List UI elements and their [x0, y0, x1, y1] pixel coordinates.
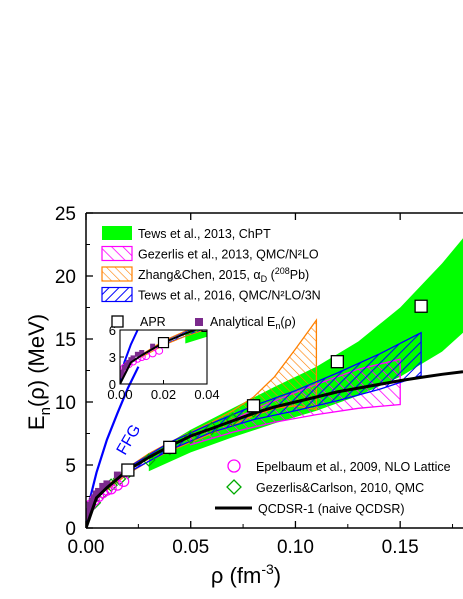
- inset-band-2: [141, 330, 206, 358]
- legend-label: Tews et al., 2016, QMC/N²LO/3N: [138, 289, 321, 303]
- inset-x-tick-label: 0.00: [107, 387, 132, 402]
- inset-analytical-point: [124, 362, 130, 368]
- legend-swatch-orange: [101, 266, 133, 282]
- analytical-point: [86, 501, 94, 509]
- apr-point: [246, 399, 261, 413]
- inset-analytical-point: [134, 351, 140, 357]
- analytical-point: [86, 508, 92, 516]
- y-tick-label: 25: [55, 204, 76, 225]
- inset-analytical-point: [126, 359, 132, 365]
- inset-x-tick-label: 0.04: [194, 387, 219, 402]
- analytical-point: [103, 480, 111, 488]
- y-axis-label-main: E: [24, 415, 49, 430]
- y-tick-label: 15: [55, 330, 76, 351]
- inset-ffg-line: [120, 330, 139, 384]
- x-tick-label: 0.05: [172, 537, 209, 558]
- y-axis-label-rest: (ρ) (MeV): [24, 314, 49, 407]
- inset-analytical-point: [120, 369, 125, 375]
- legend-swatch-magenta: [101, 245, 133, 262]
- apr-point: [121, 463, 135, 477]
- inset-apr-point: [157, 337, 170, 349]
- inset-x-tick-label: 0.02: [151, 387, 176, 402]
- legend-apr-marker: [111, 315, 124, 328]
- x-tick-label: 0.00: [68, 537, 105, 558]
- y-axis-label-sub: n: [37, 407, 54, 415]
- legend-label: Analytical En(ρ): [210, 315, 296, 331]
- inset-analytical-point: [130, 355, 136, 361]
- band-3: [127, 331, 422, 474]
- legend-label: Zhang&Chen, 2015, αD (208Pb): [138, 266, 309, 284]
- legend-label: QCDSR-1 (naive QCDSR): [258, 502, 405, 516]
- y-tick-label: 20: [55, 267, 76, 288]
- legend-qmc-marker: [226, 479, 242, 495]
- qmc-point: [141, 453, 156, 467]
- inset-analytical-point: [120, 373, 124, 379]
- y-tick-label: 0: [65, 519, 76, 540]
- inset-analytical-point: [139, 350, 145, 355]
- legend-label: Epelbaum et al., 2009, NLO Lattice: [256, 460, 451, 474]
- y-tick-label: 5: [65, 456, 76, 477]
- x-tick-label: 0.10: [277, 537, 314, 558]
- inset-y-tick-label: 6: [109, 323, 116, 338]
- apr-point: [330, 355, 344, 369]
- analytical-point: [88, 498, 96, 506]
- legend-label: Gezerlis&Carlson, 2010, QMC: [256, 481, 424, 495]
- inset-axes: 0.00 0.02 0.04 0 3 6: [107, 323, 219, 402]
- plot-area: [86, 238, 463, 528]
- legend-swatch-blue: [101, 286, 133, 303]
- inset-y-tick-label: 3: [109, 350, 116, 365]
- y-tick-label: 10: [55, 393, 76, 414]
- analytical-point: [113, 471, 121, 479]
- x-axis-label-close: ): [274, 563, 281, 588]
- analytical-point: [95, 487, 103, 495]
- qmc-point: [225, 412, 240, 427]
- legend-lattice-marker: [227, 459, 241, 473]
- apr-point: [163, 440, 177, 455]
- legend-label: Tews et al., 2013, ChPT: [138, 227, 271, 241]
- legend-label: Gezerlis et al., 2013, QMC/N²LO: [138, 248, 319, 262]
- legend-label: APR: [140, 315, 166, 329]
- x-axis-label: ρ (fm-3): [211, 561, 281, 588]
- axes: 0.00 0.05 0.10 0.15 0 5 10 15 20 25: [55, 204, 463, 558]
- inset-plot-area: [120, 330, 207, 384]
- apr-point: [414, 299, 428, 313]
- y-axis-label: En(ρ) (MeV): [24, 314, 54, 430]
- x-axis-label-exponent: -3: [261, 561, 274, 577]
- legend: Tews et al., 2013, ChPT Gezerlis et al., …: [101, 226, 451, 516]
- inset-analytical-point: [121, 365, 127, 371]
- analytical-point: [86, 513, 91, 521]
- x-axis-label-main: ρ (fm: [211, 563, 261, 588]
- legend-analytical-marker: [195, 318, 203, 326]
- inset-analytical-point: [150, 343, 156, 349]
- inset-lattice-point: [155, 346, 164, 355]
- ffg-label: FFG: [114, 422, 145, 458]
- inset-apr-point: [201, 330, 207, 332]
- legend-swatch-green: [102, 226, 132, 240]
- inset-y-tick-label: 0: [109, 377, 116, 392]
- x-tick-label: 0.15: [382, 537, 419, 558]
- analytical-point: [99, 482, 107, 490]
- analytical-point: [90, 494, 98, 502]
